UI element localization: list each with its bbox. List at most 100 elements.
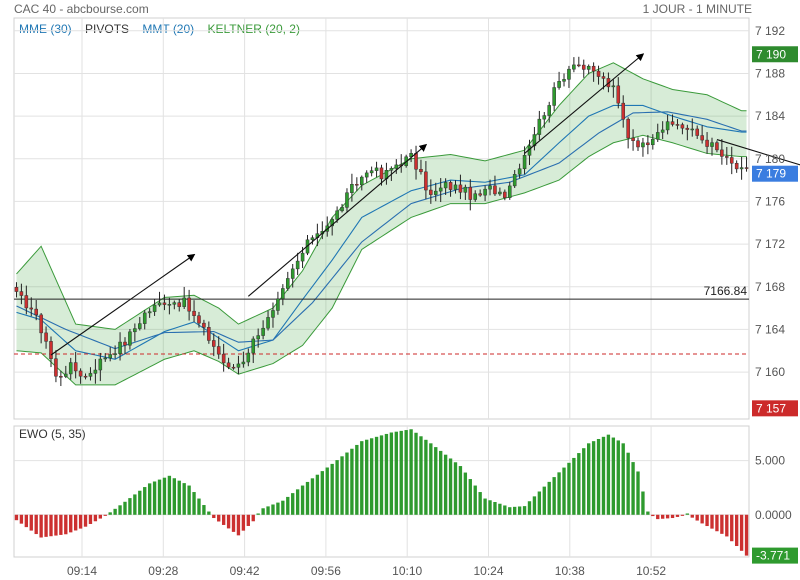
candle	[271, 310, 275, 318]
price-y-tick-label: 7 192	[755, 24, 785, 38]
ewo-bar	[246, 514, 250, 526]
ewo-bar	[532, 496, 537, 515]
candle	[162, 302, 167, 305]
trend-arrow	[524, 53, 645, 154]
ewo-bar	[419, 436, 423, 515]
candle	[473, 193, 478, 200]
x-tick-label: 09:56	[311, 564, 341, 578]
ewo-bar	[88, 514, 93, 524]
candle	[567, 68, 571, 80]
ewo-bar	[177, 480, 181, 515]
ewo-bar	[542, 486, 546, 515]
ewo-bar	[143, 487, 147, 515]
legend-keltner[interactable]: KELTNER (20, 2)	[207, 22, 300, 36]
ewo-bar	[572, 457, 576, 515]
ewo-bar	[29, 514, 33, 531]
candle	[202, 322, 206, 328]
candle	[577, 64, 581, 67]
candle	[424, 171, 428, 191]
candle	[83, 375, 88, 378]
ewo-bar	[434, 447, 438, 515]
ewo-bar	[656, 514, 660, 520]
ewo-bar	[133, 494, 137, 515]
ewo-bar	[389, 432, 394, 515]
pivot-label: 7166.84	[704, 284, 748, 298]
candle	[621, 102, 625, 120]
price-y-tick-label: 7 184	[755, 109, 785, 123]
candle	[507, 185, 512, 198]
ewo-bar	[443, 454, 448, 515]
candle	[729, 157, 734, 164]
ewo-bar	[167, 475, 172, 515]
ewo-bar	[552, 477, 556, 515]
ewo-bar	[468, 479, 472, 515]
candle	[675, 124, 680, 126]
candle	[394, 164, 399, 169]
candle	[54, 358, 58, 377]
candle	[221, 353, 226, 364]
legend-pivots[interactable]: PIVOTS	[85, 22, 130, 36]
candle	[734, 162, 739, 170]
candle	[374, 167, 379, 171]
ewo-bar	[355, 444, 359, 515]
ewo-bar	[744, 514, 749, 556]
ewo-bar	[182, 483, 186, 515]
ewo-bar	[123, 501, 127, 515]
ewo-bar	[508, 507, 512, 515]
legend-mme[interactable]: MME (30)	[19, 22, 72, 36]
ewo-bar	[256, 513, 260, 515]
ewo-bar	[320, 471, 324, 515]
trend-arrow	[50, 253, 196, 356]
ewo-bar	[591, 441, 596, 515]
candle	[414, 153, 418, 170]
ewo-bar	[286, 496, 290, 515]
ewo-bar	[241, 514, 246, 531]
ewo-bar	[399, 430, 403, 515]
candle	[478, 193, 482, 196]
price-y-tick-label: 7 188	[755, 66, 785, 80]
candle	[557, 81, 561, 88]
price-tag	[752, 46, 798, 63]
candle	[231, 366, 236, 369]
candle	[359, 176, 364, 186]
candle	[685, 127, 690, 130]
candle	[142, 312, 147, 324]
ewo-bar	[710, 514, 714, 529]
ewo-bar	[675, 514, 680, 517]
ewo-bar	[660, 514, 665, 519]
ewo-bar	[345, 452, 349, 515]
candle	[138, 323, 142, 329]
ewo-bar	[705, 514, 709, 527]
ewo-bar	[162, 477, 167, 515]
price-tag-label: 7 157	[756, 401, 786, 415]
candle	[192, 310, 196, 316]
ewo-bar	[611, 437, 616, 515]
ewo-bar	[340, 456, 344, 515]
legend-mmt[interactable]: MMT (20)	[142, 22, 195, 36]
candle	[463, 186, 468, 193]
candle	[655, 132, 660, 140]
ewo-bar	[601, 436, 606, 515]
keltner-band	[16, 62, 747, 385]
ewo-bar	[384, 433, 389, 515]
candle	[108, 354, 112, 359]
ewo-bar	[631, 462, 635, 515]
candle	[355, 184, 359, 186]
candle	[281, 288, 285, 299]
candle	[103, 357, 108, 360]
candle	[350, 184, 354, 193]
legend: MME (30) PIVOTS MMT (20) KELTNER (20, 2)	[19, 22, 310, 36]
ewo-bar	[103, 514, 107, 516]
candle	[725, 156, 729, 158]
candle	[369, 170, 374, 174]
candle	[167, 304, 172, 306]
candle	[429, 189, 433, 195]
candle	[522, 155, 527, 170]
candle	[641, 142, 645, 148]
period-label: 1 JOUR - 1 MINUTE	[642, 2, 752, 16]
ewo-bar	[483, 498, 487, 515]
candle	[596, 70, 601, 77]
candle	[364, 172, 369, 178]
candle	[468, 186, 473, 200]
